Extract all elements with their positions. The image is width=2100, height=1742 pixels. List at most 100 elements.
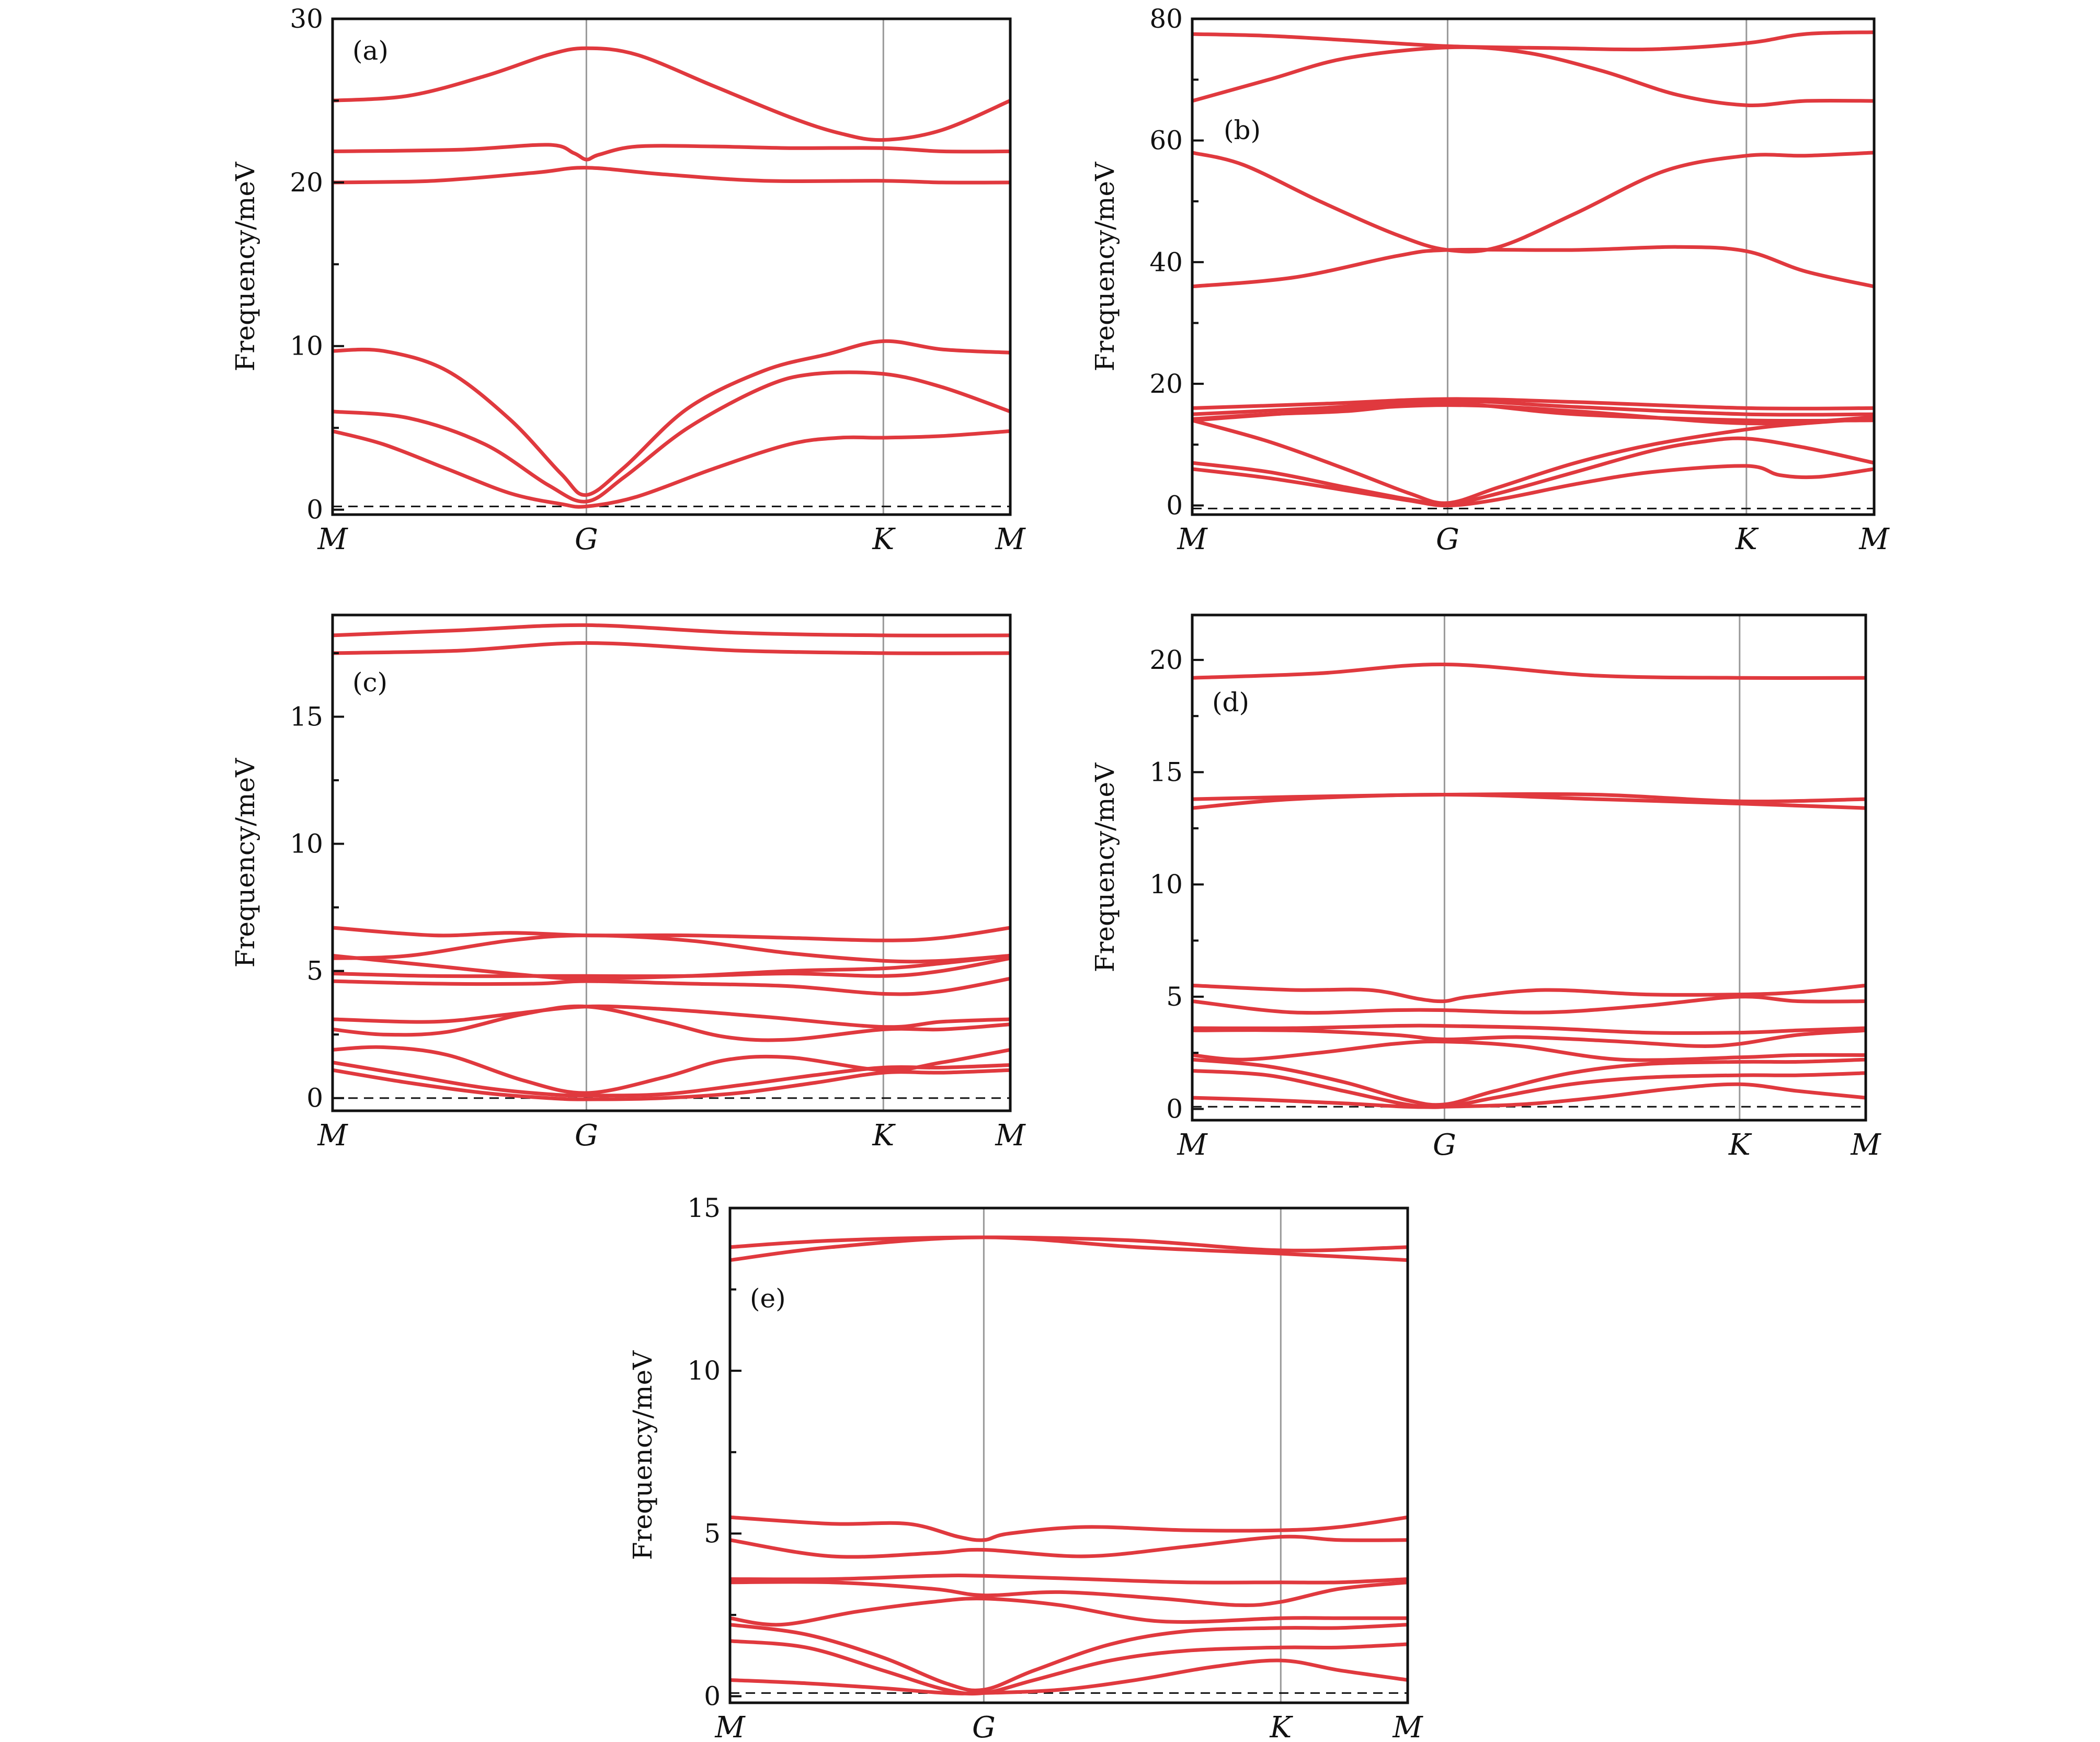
panel-c-band-6	[333, 956, 1010, 978]
panel-e-ytick-label: 0	[704, 1681, 721, 1712]
panel-c-band-8	[333, 1004, 1010, 1029]
panel-c-band-3	[333, 926, 1010, 942]
panel-d-ylabel: Frequency/meV	[1090, 762, 1120, 972]
panel-c-band-2	[333, 641, 1010, 655]
panel-c-ylabel: Frequency/meV	[230, 758, 260, 967]
panel-a-band-1	[333, 46, 1010, 142]
panel-d-frame	[1191, 613, 1867, 1122]
panel-c-kpoint-g: G	[575, 1119, 598, 1153]
panel-e-band-6	[730, 1580, 1408, 1608]
panel-d-kpoint-g: G	[1433, 1128, 1456, 1162]
panel-c-kpoint-m: M	[317, 1119, 348, 1153]
panel-c-ytick-label: 10	[290, 829, 323, 859]
panel-d-ytick-label: 5	[1166, 982, 1183, 1012]
panel-c-label: (c)	[352, 667, 387, 698]
panel-c-band-9	[333, 1004, 1010, 1042]
panel-b-band-10	[1192, 436, 1874, 507]
panel-a-ytick-label: 30	[290, 4, 323, 34]
panel-c-band-11	[333, 1061, 1010, 1098]
panel-e-kpoint-k: K	[1269, 1711, 1293, 1742]
panel-a-kpoint-k: K	[872, 522, 896, 556]
panel-b-band-11	[1192, 464, 1874, 508]
panel-c-band-12	[333, 1068, 1010, 1101]
panel-e: 0 5 10 15 Frequency/meV M G K M (e)	[627, 1193, 1423, 1742]
panel-d-kpoint-m: M	[1850, 1128, 1881, 1162]
panel-e-kpoint-g: G	[972, 1711, 996, 1742]
panel-a-frame	[331, 17, 1012, 516]
panel-b-band-5	[1192, 397, 1874, 411]
panel-e-band-4	[730, 1534, 1408, 1559]
panel-d-band-2	[1192, 792, 1866, 804]
panel-a-kpoint-m: M	[995, 522, 1026, 556]
panel-e-frame	[728, 1206, 1409, 1704]
panel-a-band-3	[333, 166, 1010, 185]
panel-b-ytick-label: 0	[1166, 491, 1183, 521]
panel-d-band-7	[1192, 1028, 1866, 1048]
panel-b-ytick-label: 40	[1149, 247, 1183, 277]
panel-a-ytick-label: 20	[290, 167, 323, 198]
panel-b-band-9	[1192, 416, 1874, 505]
panel-e-ytick-label: 5	[704, 1518, 721, 1549]
panel-c-band-7	[333, 976, 1010, 996]
panel-a-label: (a)	[352, 36, 389, 66]
panel-b-kpoint-m: M	[1177, 522, 1208, 556]
panel-a-kpoint-m: M	[317, 522, 348, 556]
panel-c-band-4	[333, 933, 1010, 964]
panel-e-ytick-label: 15	[687, 1193, 721, 1223]
panel-d-band-9	[1192, 1057, 1866, 1107]
panel-a-band-5	[333, 370, 1010, 504]
panel-c-band-1	[333, 623, 1010, 637]
panel-c-ytick-label: 15	[290, 701, 323, 732]
panel-a-bands	[333, 46, 1010, 509]
panel-a-band-2	[333, 143, 1010, 162]
panel-c-band-10	[333, 1045, 1010, 1095]
panel-e-band-8	[730, 1623, 1408, 1692]
panel-d-band-1	[1192, 662, 1866, 680]
panel-a-band-6	[333, 429, 1010, 509]
panel-a-ytick-label: 10	[290, 331, 323, 361]
panel-b-bands	[1192, 30, 1874, 508]
panel-a: 0 10 20 30 Frequency/meV M G K M (a)	[230, 4, 1026, 556]
panel-e-kpoint-m: M	[714, 1711, 746, 1742]
panel-b-band-1	[1192, 30, 1874, 52]
panel-b-band-4	[1192, 245, 1874, 289]
panel-e-ylabel: Frequency/meV	[627, 1350, 658, 1560]
panel-b-ytick-label: 80	[1149, 4, 1183, 34]
panel-d-band-6	[1192, 1023, 1866, 1035]
panel-a-ylabel: Frequency/meV	[230, 162, 260, 371]
panel-b-band-8	[1192, 401, 1874, 423]
panel-d-kpoint-k: K	[1728, 1128, 1752, 1162]
panel-d-bands	[1192, 662, 1866, 1109]
panel-b-band-3	[1192, 151, 1874, 254]
panel-d-label: (d)	[1212, 687, 1249, 718]
panel-e-band-1	[730, 1235, 1408, 1253]
panel-d-ytick-label: 15	[1149, 757, 1183, 788]
panel-d-band-11	[1192, 1082, 1866, 1109]
panel-b-ytick-label: 60	[1149, 126, 1183, 156]
panel-c-kpoint-k: K	[872, 1119, 896, 1153]
panel-e-band-3	[730, 1515, 1408, 1542]
panel-e-ytick-label: 10	[687, 1356, 721, 1386]
panel-d-ytick-label: 20	[1149, 645, 1183, 675]
panel-b-frame	[1191, 17, 1876, 516]
panel-a-kpoint-g: G	[575, 522, 598, 556]
panel-b-band-6	[1192, 399, 1874, 417]
panel-a-band-4	[333, 339, 1010, 497]
panel-d-ytick-label: 0	[1166, 1094, 1183, 1124]
panel-b-kpoint-k: K	[1735, 522, 1759, 556]
panel-c-ytick-label: 5	[306, 956, 323, 986]
panel-d-kpoint-m: M	[1177, 1128, 1208, 1162]
panel-e-band-5	[730, 1573, 1408, 1585]
panel-d-band-4	[1192, 983, 1866, 1004]
panel-c-frame	[331, 613, 1012, 1112]
panel-d-band-10	[1192, 1069, 1866, 1109]
panel-d-band-8	[1192, 1040, 1866, 1062]
panel-c-bands	[333, 623, 1010, 1101]
panel-e-band-10	[730, 1658, 1408, 1695]
panel-d-ytick-label: 10	[1149, 869, 1183, 900]
panel-b-ylabel: Frequency/meV	[1090, 162, 1120, 371]
panel-b-band-2	[1192, 45, 1874, 107]
panel-c-ytick-label: 0	[306, 1083, 323, 1113]
panel-d: 0 5 10 15 20 Frequency/meV M G K M (d)	[1090, 613, 1881, 1162]
